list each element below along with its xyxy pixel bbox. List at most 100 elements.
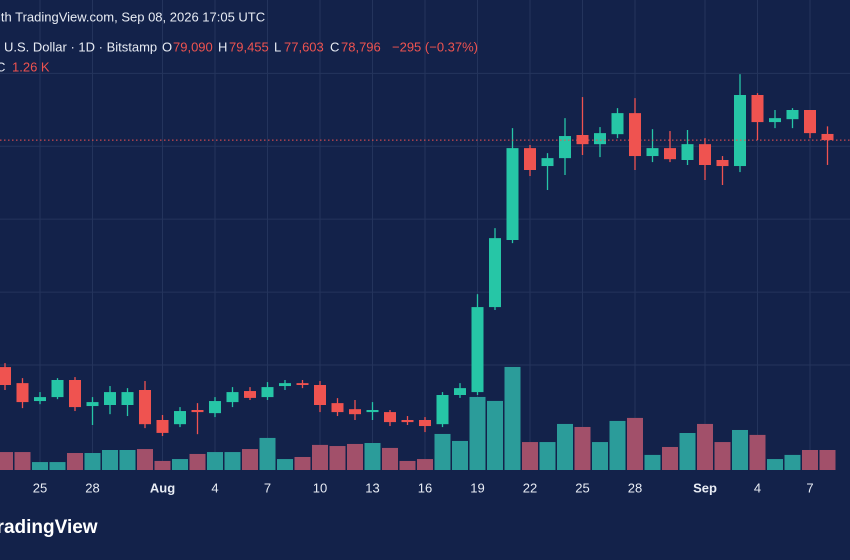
candle-body <box>331 403 344 413</box>
volume-bar <box>749 434 766 470</box>
candle-body <box>506 148 519 240</box>
volume-bar <box>609 420 626 470</box>
volume-bar <box>189 453 206 470</box>
volume-bar <box>172 459 188 470</box>
candle-body <box>174 411 186 425</box>
candle-body <box>699 144 711 165</box>
x-tick-label: 13 <box>365 480 379 495</box>
volume-bar <box>32 462 48 470</box>
candle-layer <box>0 74 850 437</box>
volume-bar <box>784 454 801 470</box>
volume-bar <box>802 449 818 470</box>
x-tick-label: 4 <box>754 480 761 495</box>
candle-body <box>69 380 81 408</box>
volume-bar <box>417 459 433 470</box>
ohlc-key: H <box>218 39 227 54</box>
volume-bar <box>382 447 398 470</box>
candle-body <box>664 148 676 160</box>
brand-logo: TradingView <box>0 517 98 538</box>
x-tick-label: 25 <box>33 480 47 495</box>
candle-body <box>716 160 729 167</box>
volume-bar <box>119 449 136 470</box>
change-text: −295 (−0.37%) <box>392 39 478 54</box>
ohlc-key: L <box>274 39 281 54</box>
candle-body <box>454 388 466 395</box>
candle-body <box>366 410 379 413</box>
volume-bar <box>557 423 573 470</box>
candle-body <box>751 95 764 123</box>
volume-bar <box>0 452 13 470</box>
volume-bar <box>224 452 241 470</box>
volume-bar <box>469 396 486 470</box>
volume-bar <box>714 442 731 470</box>
ohlc-value: 78,796 <box>341 39 381 54</box>
volume-bar <box>207 452 223 470</box>
ohlc-key: O <box>162 39 172 54</box>
candle-body <box>541 158 554 167</box>
candle-body <box>191 410 204 413</box>
volume-bar <box>399 460 416 470</box>
candle-body <box>384 412 396 423</box>
candle-body <box>16 383 29 403</box>
x-tick-label: Sep <box>693 480 717 495</box>
x-tick-label: 10 <box>313 480 327 495</box>
volume-bar <box>539 442 556 470</box>
candle-body <box>594 133 606 145</box>
candle-body <box>489 238 501 308</box>
ohlc-value: 79,090 <box>173 39 213 54</box>
x-tick-label: 22 <box>523 480 537 495</box>
candle-body <box>226 392 239 403</box>
candle-body <box>156 420 169 433</box>
volume-bar <box>592 442 608 470</box>
x-tick-label: 28 <box>628 480 642 495</box>
ohlc-key: C <box>330 39 339 54</box>
volume-bar <box>434 433 451 470</box>
volume-bar <box>84 453 101 470</box>
candle-body <box>734 95 746 167</box>
volume-bar <box>347 443 363 470</box>
axis-labels: 25 28 Aug 4 7 10 13 16 19 22 25 28 Sep 4 7 <box>33 480 814 495</box>
candle-body <box>104 392 116 405</box>
volume-bar <box>732 429 748 470</box>
candle-body <box>681 144 694 160</box>
x-tick-label: 7 <box>806 480 813 495</box>
candle-body <box>401 420 414 423</box>
volume-bar <box>137 449 153 470</box>
candle-body <box>821 133 834 141</box>
x-tick-label: 28 <box>85 480 99 495</box>
candle-body <box>296 383 309 385</box>
volume-bar <box>697 423 713 470</box>
volume-bar <box>242 449 258 470</box>
volume-bar <box>102 449 118 470</box>
ohlc-value: 77,603 <box>284 39 324 54</box>
volume-bar <box>644 454 661 470</box>
candle-body <box>209 401 221 414</box>
volume-bar <box>277 459 293 470</box>
x-tick-label: Aug <box>150 480 175 495</box>
candle-body <box>611 113 624 135</box>
volume-bar <box>329 446 346 470</box>
volume-bar <box>364 443 381 470</box>
volume-bar <box>679 433 696 470</box>
candle-body <box>769 118 781 123</box>
volume-value: 1.26 K <box>12 59 50 74</box>
volume-bar <box>452 440 468 470</box>
candle-body <box>86 402 99 407</box>
header: ith TradingView.com, Sep 08, 2026 17:05 … <box>0 9 478 74</box>
candle-body <box>34 397 46 402</box>
candle-body <box>121 392 134 405</box>
candle-body <box>786 110 799 120</box>
x-tick-label: 25 <box>575 480 589 495</box>
candle-body <box>279 383 291 387</box>
candle-body <box>804 110 816 134</box>
candle-body <box>0 367 11 385</box>
x-tick-label: 4 <box>211 480 218 495</box>
candle-body <box>419 420 431 427</box>
candle-body <box>261 387 274 398</box>
volume-bar <box>49 462 66 470</box>
candle-body <box>244 391 256 398</box>
volume-bar <box>294 456 311 470</box>
candle-body <box>436 395 449 425</box>
candle-body <box>314 385 326 405</box>
